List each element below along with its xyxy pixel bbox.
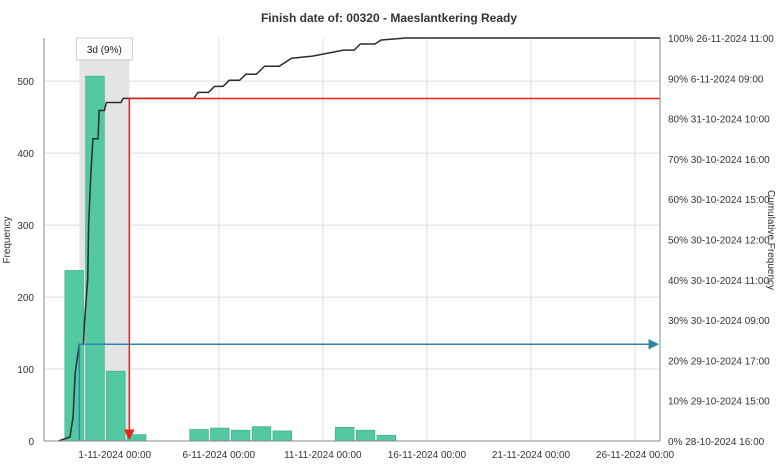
y2-tick-label: 10% 29-10-2024 15:00 — [668, 397, 770, 408]
chart-title: Finish date of: 00320 - Maeslantkering R… — [261, 11, 517, 25]
x-tick-label: 16-11-2024 00:00 — [388, 450, 467, 461]
cumulative-line — [58, 37, 660, 442]
y2-tick-label: 90% 6-11-2024 09:00 — [668, 74, 764, 85]
y2-tick-label: 30% 30-10-2024 09:00 — [668, 316, 770, 327]
y2-axis-label: Cumulative Frequency — [765, 190, 776, 290]
y2-tick-label: 80% 31-10-2024 10:00 — [668, 115, 770, 126]
x-axis-ticks: 1-11-2024 00:00 6-11-2024 00:00 11-11-2024… — [78, 450, 674, 461]
histogram-bar — [189, 429, 209, 442]
percentile-band-label-box — [75, 37, 133, 61]
x-tick-label: 6-11-2024 00:00 — [182, 450, 255, 461]
histogram-bar — [335, 427, 355, 442]
y-axis-ticks: 0 100 200 300 400 500 — [17, 77, 34, 448]
histogram-bar — [376, 434, 397, 442]
histogram-bar — [106, 370, 126, 442]
y2-tick-label: 100% 26-11-2024 11:00 — [668, 34, 774, 45]
y2-tick-label: 70% 30-10-2024 16:00 — [668, 155, 770, 166]
histogram-bars — [64, 75, 397, 442]
y2-axis-ticks: 0% 28-10-2024 16:00 10% 29-10-2024 15:00 2… — [668, 34, 774, 448]
histogram-bar — [251, 426, 272, 442]
y-tick-label: 200 — [17, 293, 34, 304]
x-tick-label: 1-11-2024 00:00 — [78, 450, 151, 461]
percentile-markers — [78, 97, 660, 441]
y-axis-label: Frequency — [2, 216, 13, 263]
histogram-bar — [272, 430, 292, 442]
y-tick-label: 400 — [17, 149, 34, 160]
y2-tick-label: 20% 29-10-2024 17:00 — [668, 356, 770, 367]
histogram-bar — [210, 427, 230, 442]
y2-tick-label: 50% 30-10-2024 12:00 — [668, 236, 770, 247]
percentile-band-label: 3d (9%) — [87, 45, 122, 56]
x-tick-label: 11-11-2024 00:00 — [284, 450, 362, 461]
y-tick-label: 500 — [17, 77, 34, 88]
y-tick-label: 0 — [28, 437, 34, 448]
histogram-bar — [230, 429, 251, 442]
axes — [43, 38, 661, 442]
y2-tick-label: 0% 28-10-2024 16:00 — [668, 437, 765, 448]
cumulative-curve — [58, 37, 660, 442]
x-tick-label: 26-11-2024 00:00 — [596, 450, 675, 461]
y2-tick-label: 40% 30-10-2024 11:00 — [668, 276, 769, 287]
x-tick-label: 21-11-2024 00:00 — [492, 450, 571, 461]
y-tick-label: 300 — [17, 221, 34, 232]
histogram-bar — [355, 429, 376, 442]
y-tick-label: 100 — [17, 365, 34, 376]
y2-tick-label: 60% 30-10-2024 15:00 — [668, 195, 770, 206]
histogram-bar — [64, 270, 84, 442]
